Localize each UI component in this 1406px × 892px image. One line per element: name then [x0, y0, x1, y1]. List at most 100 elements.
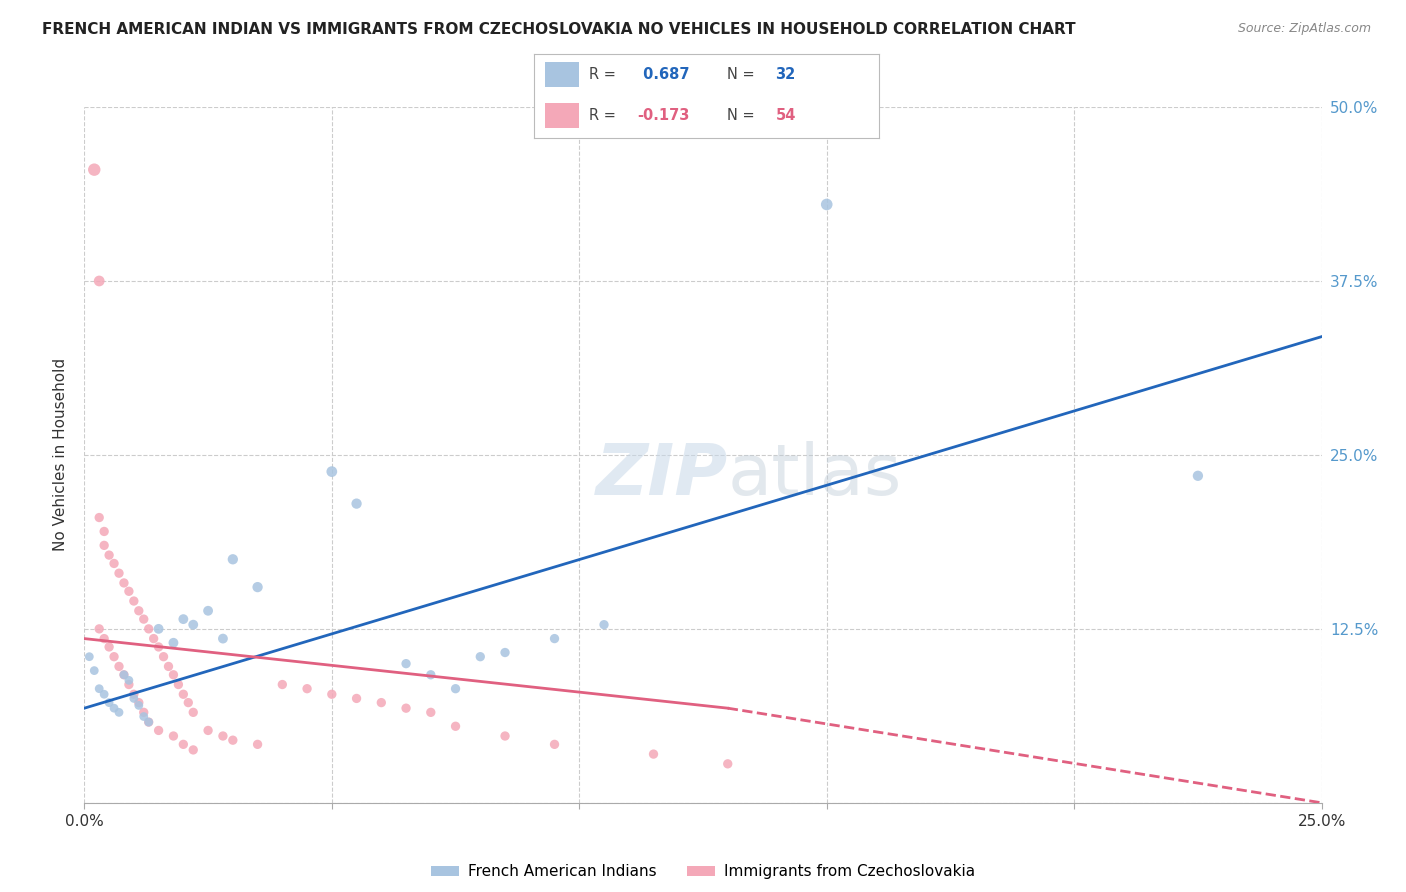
Point [128, 604, 150, 618]
Text: R =: R = [589, 67, 621, 82]
Text: N =: N = [727, 67, 759, 82]
Point [132, 706, 155, 720]
Text: FRENCH AMERICAN INDIAN VS IMMIGRANTS FROM CZECHOSLOVAKIA NO VEHICLES IN HOUSEHOL: FRENCH AMERICAN INDIAN VS IMMIGRANTS FRO… [42, 22, 1076, 37]
Point [89, 622, 111, 636]
Point [128, 696, 150, 710]
Point [89, 510, 111, 524]
Point [172, 612, 194, 626]
Point [162, 729, 184, 743]
Point [543, 737, 565, 751]
Point [321, 687, 343, 701]
Point [93, 524, 115, 539]
Point [89, 681, 111, 696]
Point [395, 657, 418, 671]
Point [419, 667, 441, 681]
Point [212, 632, 235, 646]
Point [181, 706, 204, 720]
Point [419, 706, 441, 720]
Point [246, 580, 269, 594]
Point [152, 649, 174, 664]
Point [162, 667, 184, 681]
Point [112, 667, 135, 681]
Point [172, 687, 194, 701]
Point [370, 696, 392, 710]
Point [162, 636, 184, 650]
Point [181, 743, 204, 757]
Point [79, 649, 101, 664]
Point [112, 667, 135, 681]
Point [494, 646, 516, 660]
Text: ZIP: ZIP [596, 442, 728, 510]
Point [138, 622, 160, 636]
Point [118, 584, 141, 599]
Point [98, 696, 121, 710]
Text: 54: 54 [776, 108, 796, 123]
Point [118, 673, 141, 688]
Point [181, 617, 204, 632]
Point [108, 659, 131, 673]
Point [118, 677, 141, 691]
Point [112, 576, 135, 591]
Point [89, 274, 111, 288]
Text: R =: R = [589, 108, 621, 123]
Point [346, 691, 368, 706]
Point [271, 677, 294, 691]
Point [103, 557, 125, 571]
Point [128, 698, 150, 713]
Point [295, 681, 318, 696]
Point [167, 677, 190, 691]
Point [197, 604, 219, 618]
Point [1187, 468, 1209, 483]
Point [177, 696, 200, 710]
Point [494, 729, 516, 743]
Point [717, 756, 740, 771]
Point [222, 552, 245, 566]
Point [197, 723, 219, 738]
Legend: French American Indians, Immigrants from Czechoslovakia: French American Indians, Immigrants from… [425, 858, 981, 886]
Point [93, 538, 115, 552]
Point [172, 737, 194, 751]
Point [122, 594, 145, 608]
Point [98, 548, 121, 562]
Text: -0.173: -0.173 [638, 108, 690, 123]
Point [148, 640, 170, 654]
Point [222, 733, 245, 747]
Point [643, 747, 665, 761]
Text: N =: N = [727, 108, 759, 123]
Point [98, 640, 121, 654]
Point [444, 681, 467, 696]
Point [122, 687, 145, 701]
Text: 0.687: 0.687 [638, 67, 689, 82]
Point [148, 622, 170, 636]
Text: Source: ZipAtlas.com: Source: ZipAtlas.com [1237, 22, 1371, 36]
Point [148, 723, 170, 738]
Text: atlas: atlas [728, 442, 903, 510]
Text: 32: 32 [776, 67, 796, 82]
Point [246, 737, 269, 751]
Point [138, 715, 160, 730]
Point [132, 709, 155, 723]
Point [142, 632, 165, 646]
Point [103, 649, 125, 664]
Point [108, 566, 131, 581]
Point [157, 659, 180, 673]
Point [395, 701, 418, 715]
Point [93, 687, 115, 701]
Point [83, 162, 105, 177]
Point [83, 664, 105, 678]
Point [108, 706, 131, 720]
Point [122, 691, 145, 706]
Point [444, 719, 467, 733]
Point [346, 497, 368, 511]
Point [470, 649, 492, 664]
FancyBboxPatch shape [544, 62, 579, 87]
Point [815, 197, 838, 211]
Point [132, 612, 155, 626]
Point [93, 632, 115, 646]
Point [138, 715, 160, 730]
Point [543, 632, 565, 646]
Y-axis label: No Vehicles in Household: No Vehicles in Household [53, 359, 69, 551]
Point [212, 729, 235, 743]
FancyBboxPatch shape [544, 103, 579, 128]
Point [103, 701, 125, 715]
